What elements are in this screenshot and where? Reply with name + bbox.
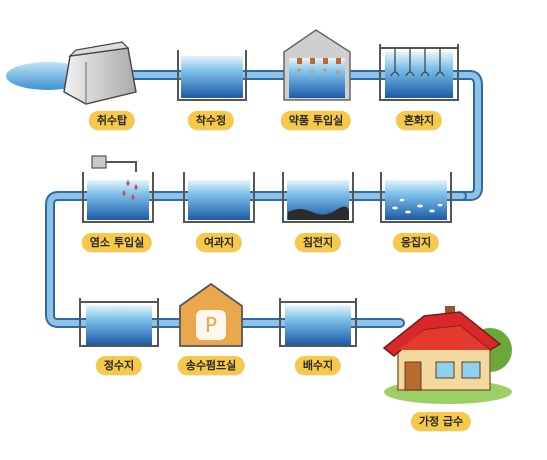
pump-symbol: P — [205, 313, 217, 337]
label-chemical-feed: 약품 투입실 — [280, 111, 352, 130]
label-distribution-reservoir: 배수지 — [294, 356, 342, 375]
house-icon — [382, 306, 512, 404]
label-pump-station: 송수펌프실 — [177, 356, 245, 375]
receiving-well-tank — [177, 50, 247, 101]
clear-well-tank — [79, 298, 159, 347]
label-filtration-basin: 여과지 — [195, 233, 243, 252]
pipes — [45, 70, 483, 328]
label-home-supply: 가정 급수 — [410, 412, 472, 431]
intake-tower-icon — [63, 41, 137, 105]
filtration-tank — [183, 172, 255, 223]
sedimentation-tank — [282, 172, 354, 223]
label-clear-well: 정수지 — [95, 356, 143, 375]
mixing-basin-tank — [379, 44, 459, 101]
label-mixing-basin: 혼화지 — [395, 111, 443, 130]
label-chlorination: 염소 투입실 — [81, 233, 153, 252]
label-receiving-well: 착수정 — [187, 111, 235, 130]
chlorination-tank — [82, 155, 154, 223]
pump-station-building: P — [179, 282, 243, 347]
flocculation-tank — [380, 172, 452, 223]
label-sedimentation-basin: 침전지 — [294, 233, 342, 252]
label-intake-tower: 취수탑 — [88, 111, 136, 130]
chemical-feed-building — [283, 29, 351, 101]
distribution-reservoir-tank — [279, 298, 357, 347]
label-flocculation-basin: 응집지 — [392, 233, 440, 252]
